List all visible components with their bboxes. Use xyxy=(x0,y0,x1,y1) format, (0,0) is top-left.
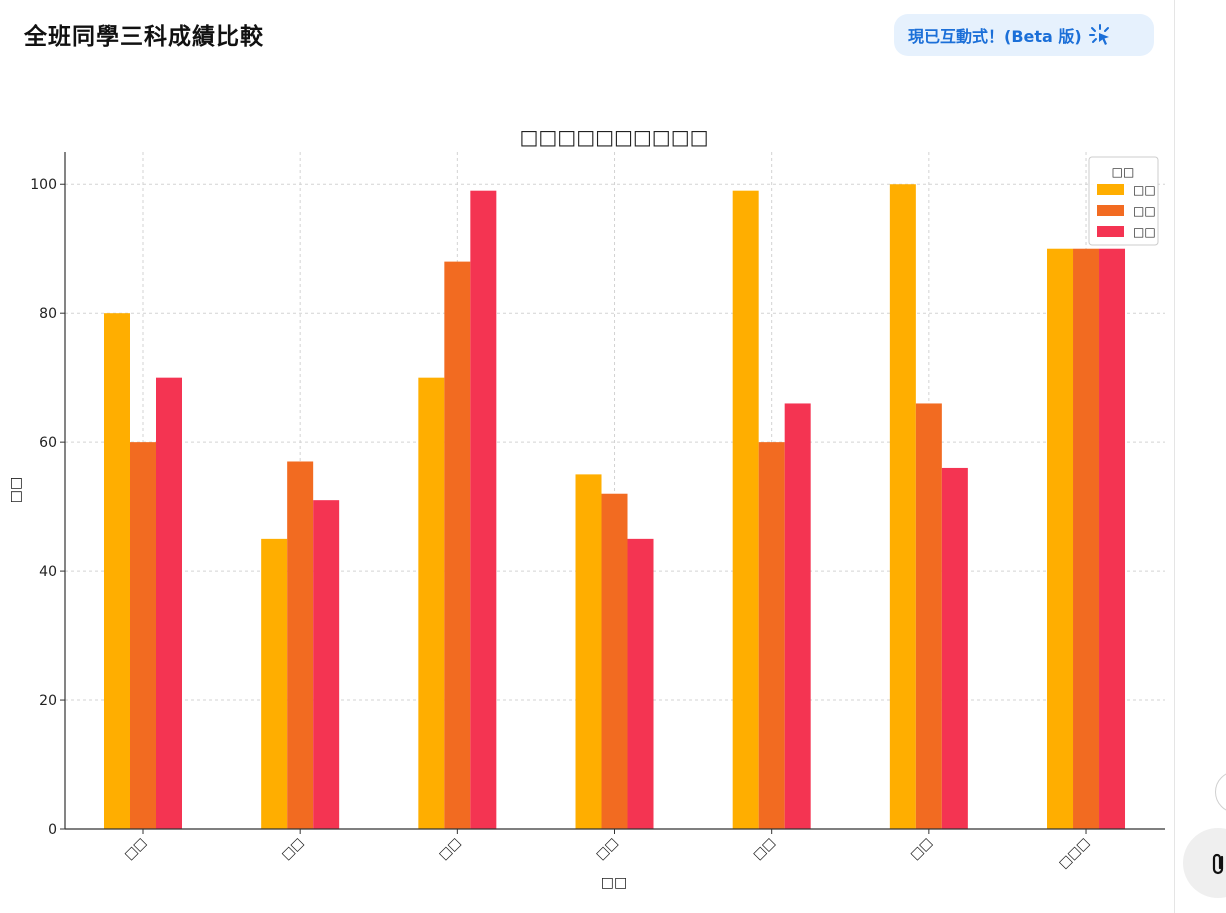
legend-box xyxy=(1088,156,1159,246)
x-tick-label: □□□ xyxy=(1056,835,1093,872)
legend-label: □□ xyxy=(1133,225,1156,239)
bar xyxy=(1099,248,1126,829)
bar-series xyxy=(104,184,1126,830)
chart-legend: □□ □□ □□ □□ xyxy=(1088,156,1159,246)
bar xyxy=(287,461,314,829)
side-panel xyxy=(1174,0,1226,913)
x-tick-label: □□ xyxy=(279,835,307,863)
interactive-beta-label: 現已互動式！(Beta 版) xyxy=(908,27,1082,46)
bar xyxy=(313,500,340,829)
bar xyxy=(575,474,602,829)
bar xyxy=(130,442,156,829)
x-axis-label: □□ xyxy=(601,875,627,891)
chart-title: □□□□□□□□□□ xyxy=(520,125,709,149)
y-axis-label: □□ xyxy=(8,477,24,503)
legend-label: □□ xyxy=(1133,204,1156,218)
x-tick-label: □□ xyxy=(436,835,464,863)
x-tick-label: □□ xyxy=(593,835,621,863)
bar xyxy=(156,377,182,829)
x-tick-label: □□ xyxy=(908,835,936,863)
bar xyxy=(627,538,654,829)
legend-title: □□ xyxy=(1112,165,1135,179)
sparkle-cursor-icon xyxy=(1088,24,1109,45)
interactive-beta-button[interactable]: 現已互動式！(Beta 版) xyxy=(894,14,1154,56)
x-tick-label: □□ xyxy=(751,835,779,863)
legend-swatch xyxy=(1097,205,1124,216)
legend-swatch xyxy=(1097,226,1124,237)
bar xyxy=(732,190,759,829)
bar xyxy=(444,261,471,830)
bar xyxy=(470,190,497,829)
bar xyxy=(1047,248,1074,829)
bar xyxy=(889,184,916,829)
bar xyxy=(784,403,811,829)
y-tick-label: 20 xyxy=(39,693,57,709)
bar xyxy=(104,313,130,829)
bar xyxy=(1073,248,1100,829)
legend-label: □□ xyxy=(1133,183,1156,197)
bar xyxy=(418,377,445,829)
x-tick-label: □□ xyxy=(122,835,150,863)
y-tick-label: 60 xyxy=(39,435,57,451)
y-tick-label: 100 xyxy=(30,177,57,193)
y-tick-label: 0 xyxy=(48,822,57,838)
bar xyxy=(261,538,288,829)
bar xyxy=(758,442,785,829)
y-tick-label: 80 xyxy=(39,306,57,322)
legend-swatch xyxy=(1097,184,1124,195)
bar xyxy=(601,493,628,829)
bar xyxy=(941,467,968,829)
attachment-clip-icon xyxy=(1212,853,1224,875)
bar xyxy=(915,403,942,829)
page-title: 全班同學三科成績比較 xyxy=(24,24,264,50)
y-tick-label: 40 xyxy=(39,564,57,580)
